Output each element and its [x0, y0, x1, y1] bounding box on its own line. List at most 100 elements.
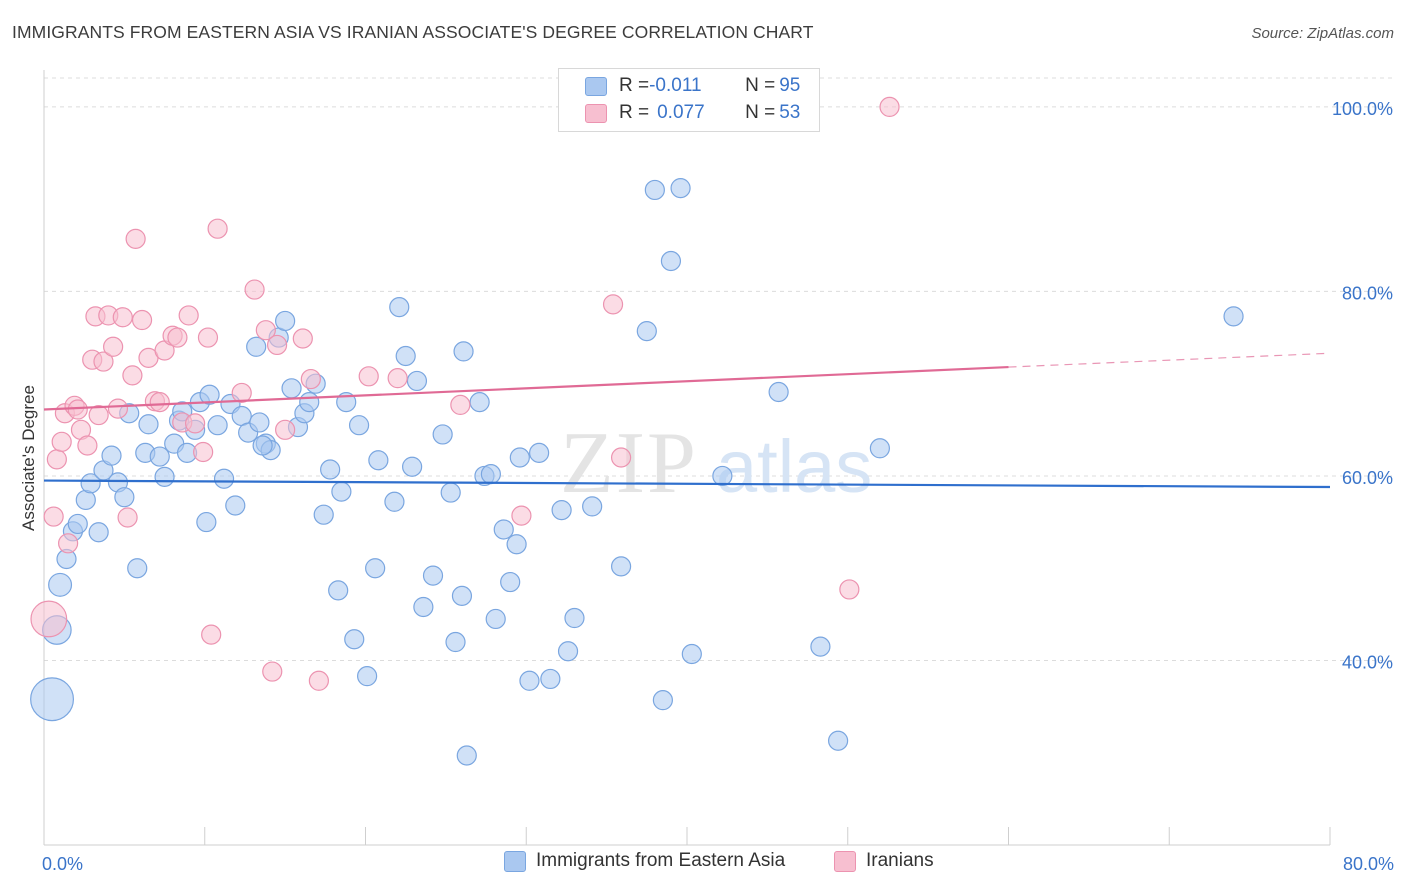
point-eastern-asia: [480, 464, 501, 485]
point-iranians: [610, 447, 632, 468]
point-eastern-asia: [644, 179, 665, 201]
point-eastern-asia: [384, 491, 405, 512]
point-eastern-asia: [389, 297, 410, 318]
point-eastern-asia: [456, 745, 477, 766]
point-iranians: [30, 600, 68, 638]
n-label: N =: [745, 75, 776, 96]
legend-swatch-pink: [834, 850, 856, 872]
point-eastern-asia: [1223, 306, 1244, 327]
point-eastern-asia: [500, 571, 521, 593]
point-eastern-asia: [681, 643, 702, 665]
n-value: 95: [779, 75, 801, 96]
point-eastern-asia: [127, 558, 148, 579]
point-iranians: [358, 366, 379, 387]
point-iranians: [117, 507, 138, 528]
point-iranians: [103, 336, 124, 357]
stats-legend-row-2: R = 0.077 N = 53: [585, 100, 800, 126]
y-tick-label: 80.0%: [1342, 283, 1393, 303]
point-iranians: [266, 334, 288, 356]
point-eastern-asia: [365, 558, 386, 579]
watermark-atlas: atlas: [716, 425, 872, 508]
point-eastern-asia: [275, 310, 296, 332]
watermark: ZIP atlas: [560, 415, 872, 512]
stats-legend-row-1: R = -0.011 N = 95: [585, 73, 800, 99]
point-eastern-asia: [557, 641, 579, 662]
point-iranians: [125, 228, 146, 249]
point-eastern-asia: [80, 473, 101, 494]
point-iranians: [77, 435, 98, 456]
point-eastern-asia: [225, 495, 246, 516]
point-eastern-asia: [48, 572, 73, 597]
point-eastern-asia: [529, 442, 550, 463]
series-legend: Immigrants from Eastern Asia Iranians: [0, 850, 1406, 878]
point-eastern-asia: [652, 690, 673, 711]
chart-source: Source: ZipAtlas.com: [1251, 25, 1394, 42]
point-eastern-asia: [313, 504, 334, 525]
point-iranians: [207, 218, 228, 239]
point-eastern-asia: [469, 392, 490, 413]
legend-label: Iranians: [866, 850, 934, 871]
point-eastern-asia: [506, 534, 527, 555]
chart-title: IMMIGRANTS FROM EASTERN ASIA VS IRANIAN …: [12, 22, 814, 42]
y-tick-label: 100.0%: [1332, 99, 1393, 119]
point-eastern-asia: [451, 585, 473, 606]
point-iranians: [255, 320, 276, 341]
point-eastern-asia: [196, 511, 217, 533]
point-iranians: [51, 431, 72, 452]
point-iranians: [46, 449, 67, 470]
point-eastern-asia: [582, 496, 603, 517]
point-iranians: [511, 505, 532, 526]
point-eastern-asia: [540, 668, 561, 690]
point-iranians: [839, 579, 860, 600]
point-iranians: [262, 661, 283, 682]
point-eastern-asia: [344, 629, 365, 650]
point-iranians: [107, 398, 129, 419]
point-iranians: [43, 506, 64, 527]
point-eastern-asia: [413, 596, 434, 618]
point-eastern-asia: [207, 415, 228, 436]
point-eastern-asia: [328, 580, 349, 601]
trend-eastern-asia: [43, 479, 1331, 489]
trend-iranians: [43, 365, 1009, 411]
point-eastern-asia: [406, 370, 428, 392]
point-eastern-asia: [395, 345, 416, 367]
point-eastern-asia: [670, 177, 691, 199]
point-eastern-asia: [199, 384, 220, 405]
point-iranians: [167, 327, 188, 348]
n-value: 53: [779, 102, 801, 123]
point-iranians: [185, 413, 206, 434]
point-iranians: [292, 328, 313, 349]
point-eastern-asia: [149, 446, 170, 467]
point-iranians: [300, 368, 321, 390]
point-eastern-asia: [768, 381, 789, 403]
point-eastern-asia: [320, 459, 341, 480]
n-label: N =: [745, 102, 776, 123]
trend-iranians-extension: [1008, 352, 1331, 368]
point-eastern-asia: [869, 438, 891, 459]
point-iranians: [58, 533, 79, 554]
r-label: R =: [619, 102, 650, 123]
legend-swatch-pink: [585, 103, 607, 123]
point-eastern-asia: [485, 608, 506, 630]
point-eastern-asia: [828, 730, 849, 751]
point-eastern-asia: [551, 499, 572, 521]
point-eastern-asia: [281, 378, 302, 399]
point-iranians: [112, 307, 133, 328]
x-tick-label: 80.0%: [1343, 854, 1394, 874]
point-eastern-asia: [440, 482, 461, 503]
r-value: 0.077: [657, 102, 705, 123]
point-eastern-asia: [331, 481, 352, 502]
point-eastern-asia: [564, 607, 585, 629]
legend-swatch-blue: [585, 76, 607, 96]
point-eastern-asia: [88, 522, 109, 543]
point-eastern-asia: [453, 341, 474, 362]
point-iranians: [93, 351, 114, 372]
point-iranians: [131, 309, 153, 331]
point-iranians: [275, 419, 296, 440]
point-eastern-asia: [299, 392, 320, 413]
point-eastern-asia: [636, 321, 657, 342]
point-eastern-asia: [246, 336, 267, 357]
point-eastern-asia: [493, 519, 514, 540]
point-iranians: [178, 305, 199, 326]
point-iranians: [450, 394, 471, 416]
